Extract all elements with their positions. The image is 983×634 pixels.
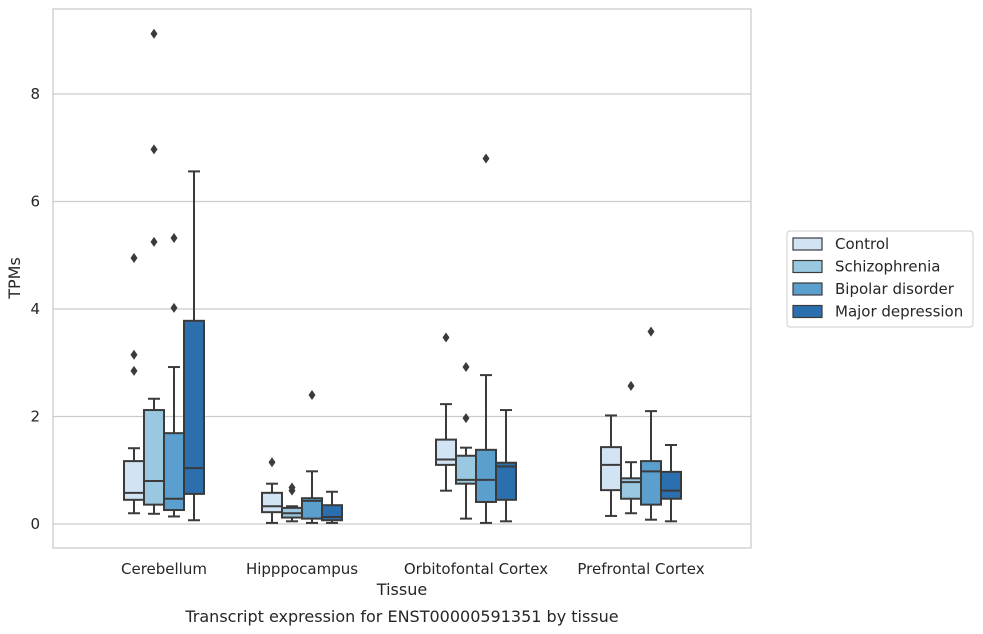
outlier-marker <box>150 28 158 39</box>
legend-label: Control <box>835 235 889 253</box>
y-tick-label: 6 <box>30 193 40 211</box>
box-3-0 <box>600 414 622 517</box>
outlier-marker <box>130 252 138 263</box>
legend-swatch <box>792 237 823 251</box>
outlier-marker <box>462 413 470 424</box>
box-2-1 <box>455 362 477 520</box>
box-1-2 <box>301 390 323 524</box>
outlier-marker <box>482 153 490 164</box>
x-tick-label: Orbitofontal Cortex <box>404 560 548 578</box>
legend-swatch <box>792 259 823 274</box>
legend-swatch <box>792 304 823 319</box>
x-axis-label: Tissue <box>376 580 427 599</box>
iqr-box <box>123 460 145 501</box>
legend-label: Schizophrenia <box>835 258 940 276</box>
y-tick-label: 8 <box>30 85 40 103</box>
box-3-1 <box>620 380 642 515</box>
iqr-box <box>495 461 517 501</box>
x-tick-labels: Cerebellum Hipppocampus Orbitofontal Corte… <box>121 560 705 578</box>
box-1-1 <box>281 482 303 523</box>
iqr-box <box>183 319 205 495</box>
legend-label: Bipolar disorder <box>835 280 955 298</box>
outlier-marker <box>130 349 138 360</box>
outlier-marker <box>170 302 178 313</box>
box-3-2 <box>640 326 662 521</box>
box-2-2 <box>475 153 497 524</box>
outlier-marker <box>150 236 158 247</box>
outlier-marker <box>130 365 138 376</box>
box-3-3 <box>660 443 682 523</box>
y-tick-label: 0 <box>30 515 40 533</box>
chart-caption: Transcript expression for ENST0000059135… <box>184 607 618 626</box>
outlier-marker <box>627 380 635 391</box>
box-2-3 <box>495 409 517 523</box>
box-2-0 <box>435 332 457 492</box>
outlier-marker <box>268 457 276 468</box>
y-gridlines <box>53 93 751 525</box>
y-tick-label: 4 <box>30 300 40 318</box>
box-1-3 <box>321 490 343 524</box>
outlier-marker <box>150 144 158 155</box>
boxes <box>123 28 682 524</box>
outlier-marker <box>462 362 470 373</box>
iqr-box <box>435 438 457 466</box>
y-tick-labels: 0 2 4 6 8 <box>30 85 40 533</box>
iqr-box <box>475 448 497 503</box>
y-axis-label: TPMs <box>5 257 24 300</box>
x-tick-label: Hipppocampus <box>246 560 358 578</box>
outlier-marker <box>170 233 178 244</box>
box-1-0 <box>261 457 283 524</box>
outlier-marker <box>308 390 316 400</box>
iqr-box <box>143 409 165 506</box>
iqr-box <box>660 470 682 500</box>
legend-swatch <box>792 282 823 296</box>
box-0-3 <box>183 170 205 522</box>
x-tick-label: Cerebellum <box>121 560 207 578</box>
outlier-marker <box>288 482 296 493</box>
iqr-box <box>640 460 662 506</box>
y-tick-label: 2 <box>30 408 40 426</box>
x-tick-label: Prefrontal Cortex <box>577 560 704 578</box>
outlier-marker <box>442 332 450 343</box>
box-0-0 <box>123 252 145 515</box>
legend-label: Major depression <box>835 303 963 321</box>
outlier-marker <box>647 326 655 337</box>
iqr-box <box>261 491 283 514</box>
legend-frame <box>786 230 974 328</box>
box-0-1 <box>143 28 165 515</box>
box-0-2 <box>163 233 185 518</box>
iqr-box <box>600 446 622 492</box>
legend: Control Schizophrenia Bipolar disorder Majo… <box>786 230 974 328</box>
